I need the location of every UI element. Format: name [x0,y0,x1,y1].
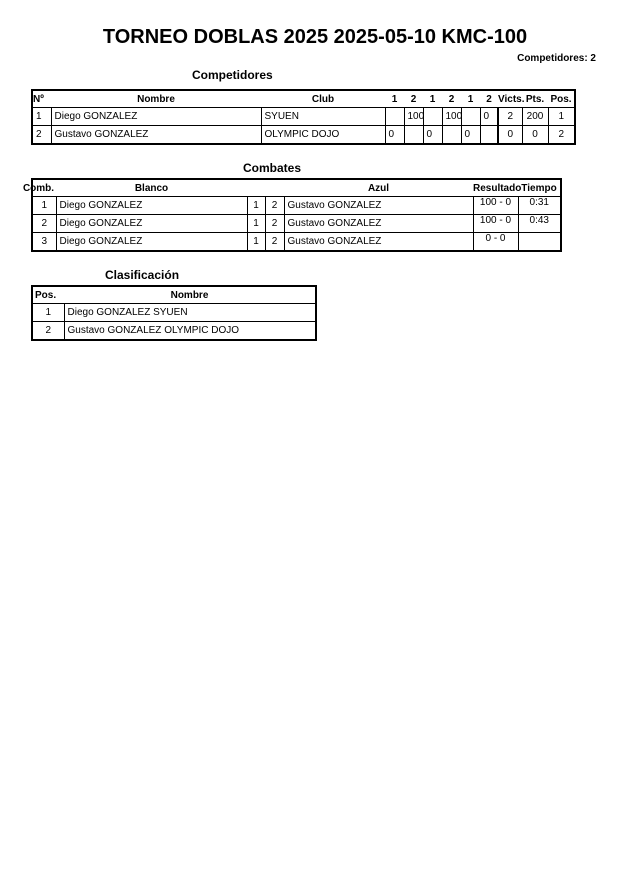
table-cell: 0 [497,125,523,145]
table-cell [517,232,562,252]
column-header: Club [311,93,335,105]
table-cell: 2 [264,196,285,215]
table-row: 3 Diego GONZALEZ 1 2 Gustavo GONZALEZ 0 - 0 [31,232,562,252]
table-cell: 1 [547,107,576,126]
table-cell: 100 - 0 [472,196,519,215]
table-cell: 1 [31,107,52,126]
table-cell: 100 - 0 [472,214,519,233]
table-cell [384,107,405,126]
column-header: 2 [448,93,455,105]
table-cell: 0:31 [517,196,562,215]
table-cell: 1 [31,196,57,215]
table-cell [479,125,499,145]
table-cell: 1 [31,303,65,322]
table-cell: Diego GONZALEZ SYUEN [63,303,317,322]
table-cell: 0 [384,125,405,145]
table-cell: OLYMPIC DOJO [260,125,386,145]
table-cell: 1 [246,214,266,233]
table-cell: Gustavo GONZALEZ [50,125,262,145]
combates-heading: Combates [243,161,302,175]
column-header: Pts. [525,93,545,105]
column-header: Blanco [134,182,169,194]
table-cell: SYUEN [260,107,386,126]
table-cell: 2 [31,321,65,341]
column-header [247,179,265,197]
table-cell: 2 [264,214,285,233]
table-cell: Gustavo GONZALEZ [283,232,474,252]
table-cell: 1 [246,232,266,252]
table-cell: 0 - 0 [472,232,519,252]
table-cell: 1 [246,196,266,215]
table-cell [460,107,481,126]
table-row: 2 Gustavo GONZALEZ OLYMPIC DOJO 0 0 0 0 0 2 [31,125,576,145]
table-row: 1 Diego GONZALEZ SYUEN 100 100 0 2 200 1 [31,107,576,126]
header-row: Pos. Nombre [32,286,316,304]
column-header: 1 [429,93,436,105]
table-cell: 200 [521,107,549,126]
competidores-heading: Competidores [192,68,273,82]
table-cell: Diego GONZALEZ [55,196,248,215]
table-cell: 100 [441,107,462,126]
table-cell: 2 [264,232,285,252]
column-header: 2 [410,93,417,105]
column-header: 1 [391,93,398,105]
table-cell: 2 [497,107,523,126]
column-header: 1 [467,93,474,105]
clasificacion-heading: Clasificación [105,268,180,282]
table-cell: 2 [31,125,52,145]
column-header: 2 [486,93,492,105]
table-cell [441,125,462,145]
competidores-table: Nº Nombre Club 1 2 1 2 1 2 Victs. Pts. Pos. 1 Diego G… [31,89,576,145]
column-header: Comb. [22,182,55,194]
clasificacion-table: Pos. Nombre 1 Diego GONZALEZ SYUEN 2 Gustavo … [31,285,317,341]
table-cell: 0 [460,125,481,145]
header-row: Nº Nombre Club 1 2 1 2 1 2 Victs. Pts. Pos. [32,90,575,108]
column-header: Nº [33,93,44,105]
table-cell [403,125,424,145]
table-cell: 2 [547,125,576,145]
column-header [265,179,284,197]
column-header: Nombre [137,93,175,105]
competitors-count: Competidores: 2 [517,53,596,64]
table-cell: 100 [403,107,424,126]
table-cell: 3 [31,232,57,252]
table-cell: 0:43 [517,214,562,233]
column-header: Azul [367,182,390,194]
table-cell: 0 [479,107,499,126]
table-cell: Diego GONZALEZ [50,107,262,126]
report-title: TORNEO DOBLAS 2025 2025-05-10 KMC-100 [102,26,528,48]
table-cell: 0 [521,125,549,145]
table-cell: Diego GONZALEZ [55,214,248,233]
table-cell: 0 [422,125,443,145]
combates-table: Comb. Blanco Azul Resultado Tiempo 1 Diego GON… [22,178,562,252]
header-row: Comb. Blanco Azul Resultado Tiempo [22,179,561,197]
column-header: Resultado [473,182,522,194]
table-cell: Gustavo GONZALEZ OLYMPIC DOJO [63,321,317,341]
table-row: 1 Diego GONZALEZ 1 2 Gustavo GONZALEZ 100 - 0… [31,196,562,215]
column-header: Pos. [550,93,572,105]
table-cell: 2 [31,214,57,233]
column-header: Nombre [170,289,209,301]
table-row: 2 Gustavo GONZALEZ OLYMPIC DOJO [31,321,317,341]
table-row: 1 Diego GONZALEZ SYUEN [31,303,317,322]
table-row: 2 Diego GONZALEZ 1 2 Gustavo GONZALEZ 100 - 0… [31,214,562,233]
column-header: Victs. [498,93,525,105]
column-header: Tiempo [521,182,557,194]
column-header: Pos. [35,289,57,301]
table-cell: Gustavo GONZALEZ [283,196,474,215]
table-cell: Diego GONZALEZ [55,232,248,252]
table-cell [422,107,443,126]
table-cell: Gustavo GONZALEZ [283,214,474,233]
